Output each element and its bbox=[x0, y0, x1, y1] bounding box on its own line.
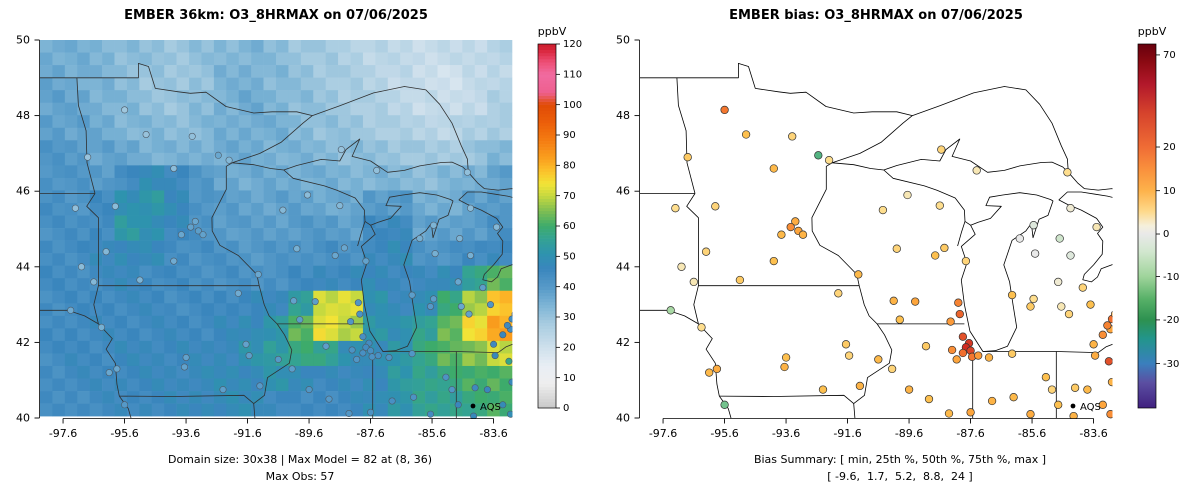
svg-text:-95.6: -95.6 bbox=[710, 427, 738, 440]
model-caption-maxobs: Max Obs: 57 bbox=[265, 470, 335, 483]
svg-text:-93.6: -93.6 bbox=[172, 427, 200, 440]
svg-text:80: 80 bbox=[563, 161, 576, 172]
panel-bias: EMBER bias: O3_8HRMAX on 07/06/2025 -97.… bbox=[600, 0, 1200, 502]
svg-text:50: 50 bbox=[563, 252, 576, 263]
svg-text:ppbV: ppbV bbox=[538, 25, 567, 38]
svg-text:-97.6: -97.6 bbox=[49, 427, 77, 440]
svg-text:-30: -30 bbox=[1163, 359, 1179, 370]
svg-text:20: 20 bbox=[563, 343, 576, 354]
svg-text:70: 70 bbox=[1163, 50, 1176, 61]
svg-text:-95.6: -95.6 bbox=[110, 427, 138, 440]
model-map-plot: -97.6 -95.6 -93.6 -91.6 -89.6 -87.6 -85.6 -83.6… bbox=[16, 25, 582, 441]
state-outlines bbox=[640, 63, 1113, 419]
bias-map-plot: -97.6 -95.6 -93.6 -91.6 -89.6 -87.6 -85.6 -83.6… bbox=[616, 25, 1179, 441]
svg-text:20: 20 bbox=[1163, 142, 1176, 153]
model-caption-domain: Domain size: 30x38 | Max Model = 82 at (… bbox=[167, 453, 432, 466]
svg-text:46: 46 bbox=[16, 185, 30, 198]
svg-text:-10: -10 bbox=[1163, 272, 1179, 283]
map-axes: -97.6 -95.6 -93.6 -91.6 -89.6 -87.6 -85.6 -83.6… bbox=[616, 34, 1108, 441]
svg-text:50: 50 bbox=[616, 34, 630, 47]
svg-text:AQS: AQS bbox=[1080, 402, 1101, 413]
svg-text:-91.6: -91.6 bbox=[833, 427, 861, 440]
svg-text:44: 44 bbox=[616, 260, 630, 273]
bias-caption-summary-header: Bias Summary: [ min, 25th %, 50th %, 75t… bbox=[753, 453, 1047, 466]
svg-text:0: 0 bbox=[1163, 229, 1169, 240]
svg-text:-87.6: -87.6 bbox=[956, 427, 984, 440]
bias-colorbar: ppbV 70 20 10 0 -10 -20 -30 bbox=[1137, 25, 1179, 409]
model-raster bbox=[40, 40, 513, 417]
svg-text:48: 48 bbox=[16, 109, 30, 122]
model-panel-title: EMBER 36km: O3_8HRMAX on 07/06/2025 bbox=[124, 8, 428, 23]
svg-text:40: 40 bbox=[616, 412, 630, 425]
svg-text:-97.6: -97.6 bbox=[649, 427, 677, 440]
svg-text:42: 42 bbox=[16, 336, 30, 349]
ozone-colorbar: ppbV 0 10 20 30 40 50 60 70 80 90 100 110 120 bbox=[537, 25, 582, 414]
bias-panel-title: EMBER bias: O3_8HRMAX on 07/06/2025 bbox=[729, 8, 1023, 23]
svg-text:100: 100 bbox=[563, 100, 582, 111]
svg-text:70: 70 bbox=[563, 191, 576, 202]
svg-text:0: 0 bbox=[563, 403, 569, 414]
svg-text:44: 44 bbox=[16, 260, 30, 273]
svg-text:-89.6: -89.6 bbox=[895, 427, 923, 440]
svg-text:10: 10 bbox=[1163, 186, 1176, 197]
svg-text:-83.6: -83.6 bbox=[479, 427, 507, 440]
svg-text:30: 30 bbox=[563, 312, 576, 323]
svg-text:40: 40 bbox=[16, 412, 30, 425]
bias-station-points bbox=[666, 105, 1113, 419]
svg-text:42: 42 bbox=[616, 336, 630, 349]
svg-text:-89.6: -89.6 bbox=[295, 427, 323, 440]
svg-text:ppbV: ppbV bbox=[1138, 25, 1167, 38]
svg-text:-93.6: -93.6 bbox=[772, 427, 800, 440]
svg-text:60: 60 bbox=[563, 221, 576, 232]
svg-text:-85.6: -85.6 bbox=[1018, 427, 1046, 440]
svg-text:40: 40 bbox=[563, 282, 576, 293]
svg-text:-83.6: -83.6 bbox=[1079, 427, 1107, 440]
svg-text:-20: -20 bbox=[1163, 315, 1179, 326]
svg-text:AQS: AQS bbox=[480, 402, 501, 413]
svg-text:-87.6: -87.6 bbox=[356, 427, 384, 440]
svg-text:46: 46 bbox=[616, 185, 630, 198]
svg-text:90: 90 bbox=[563, 130, 576, 141]
svg-text:-85.6: -85.6 bbox=[418, 427, 446, 440]
aqs-legend: AQS bbox=[470, 402, 501, 413]
map-axes: -97.6 -95.6 -93.6 -91.6 -89.6 -87.6 -85.6 -83.6… bbox=[16, 34, 508, 441]
obs-station-points bbox=[67, 106, 513, 419]
panel-model: EMBER 36km: O3_8HRMAX on 07/06/2025 -97.… bbox=[16, 8, 582, 483]
bias-caption-summary-values: [ -9.6, 1.7, 5.2, 8.8, 24 ] bbox=[827, 470, 973, 483]
svg-text:120: 120 bbox=[563, 39, 582, 50]
aqs-legend: AQS bbox=[1070, 402, 1101, 413]
svg-text:110: 110 bbox=[563, 70, 582, 81]
svg-text:50: 50 bbox=[16, 34, 30, 47]
svg-text:48: 48 bbox=[616, 109, 630, 122]
svg-text:10: 10 bbox=[563, 373, 576, 384]
svg-text:-91.6: -91.6 bbox=[233, 427, 261, 440]
